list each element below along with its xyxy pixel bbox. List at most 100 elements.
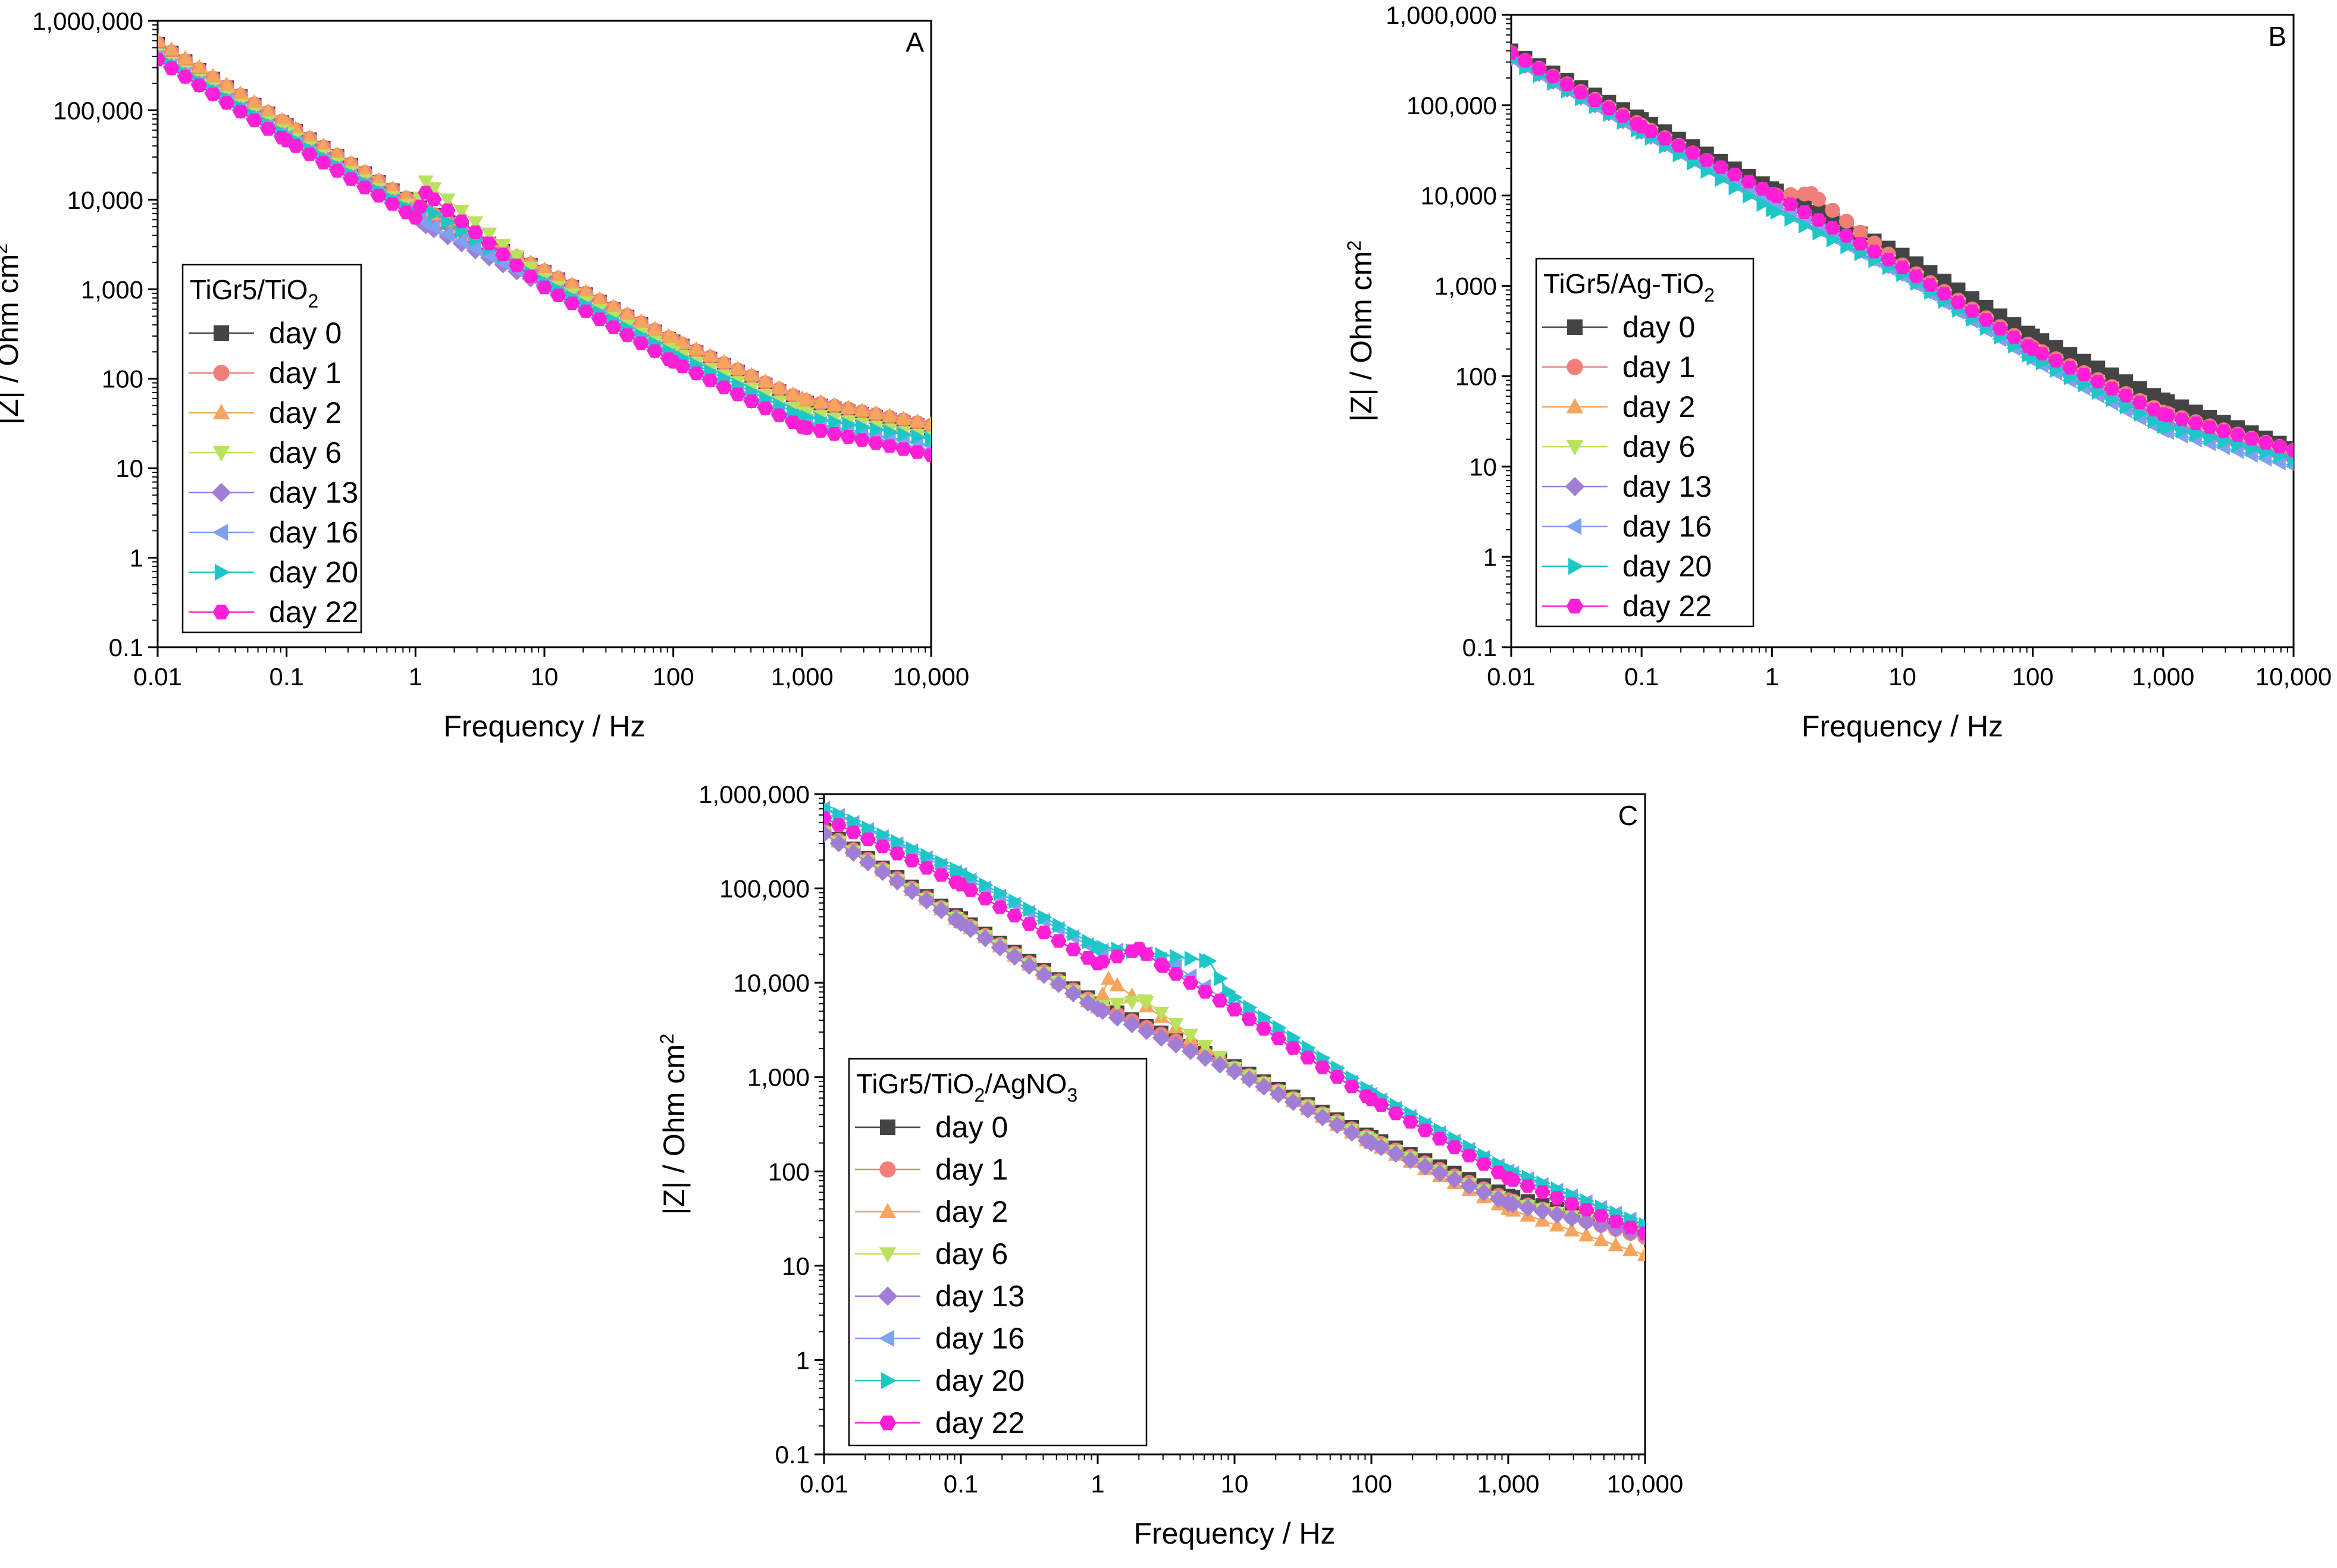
data-point [1197,984,1213,999]
data-point [1533,1202,1552,1221]
data-point [1168,967,1184,981]
data-point [1460,1177,1478,1195]
x-tick-label: 1,000 [2132,663,2194,691]
data-point [716,354,732,369]
y-axis-title: |Z| / Ohm cm2 [0,243,24,425]
data-point [605,320,622,334]
data-point [1577,1212,1596,1231]
data-point [1979,299,1994,314]
legend-entry: day 1 [1542,350,1695,384]
data-point [1825,202,1840,218]
legend-box [181,264,362,634]
legend-title-sub: 2 [974,1084,985,1106]
data-point [1299,1100,1317,1119]
data-point [2120,399,2135,415]
y-tick-label: 0.1 [109,634,143,661]
x-tick-label: 10,000 [2255,663,2332,691]
data-point [2160,408,2176,422]
legend-label: day 20 [269,556,358,589]
data-point [1728,179,1743,196]
y-tick-label: 10 [115,454,143,482]
data-point [418,175,434,190]
data-point [591,291,608,306]
data-point [875,839,891,854]
data-point [522,269,538,284]
series-day-13 [824,824,1645,1244]
data-point [1197,1040,1213,1055]
data-point [831,818,847,832]
data-point [920,848,935,864]
data-point [1402,1115,1418,1129]
data-point [1573,85,1589,99]
data-point [979,877,994,893]
data-point [191,59,207,74]
data-point [1545,70,1561,84]
data-point [888,873,907,891]
data-point [1020,957,1038,975]
data-point [1562,1209,1581,1227]
data-point [1313,1108,1332,1127]
y-axis-title: |Z| / Ohm cm2 [1343,240,1378,422]
data-point [1064,984,1082,1003]
data-point [884,424,898,440]
data-point [1108,1008,1126,1027]
data-point [856,419,870,435]
data-point [994,885,1008,901]
legend-label: day 0 [269,316,342,350]
data-point [1021,917,1038,931]
data-point [1812,224,1827,241]
data-point [1727,167,1743,181]
legend-label: day 0 [1622,311,1695,344]
data-point [1416,1158,1434,1176]
legend-marker [879,1203,897,1219]
legend-label: day 22 [935,1406,1025,1440]
y-axis-title-sup: 2 [656,1034,678,1045]
legend-entry: day 2 [1542,390,1695,424]
data-point [246,94,262,109]
data-point [1109,998,1126,1012]
data-point [1531,61,1547,76]
data-point [522,261,538,276]
x-tick-label: 10 [531,663,559,691]
legend-entry: day 22 [189,595,358,629]
data-point [1101,970,1117,985]
legend-label: day 13 [269,476,358,509]
data-point [357,180,373,195]
data-point [1811,192,1827,207]
y-tick-label: 10,000 [1421,182,1497,210]
data-point [453,214,469,228]
y-tick-label: 0.1 [1462,634,1497,661]
data-point [860,832,876,846]
legend-entry: day 13 [1542,470,1712,503]
data-point [674,334,691,349]
data-point [440,203,456,217]
data-point [840,430,856,444]
data-point [798,421,815,435]
data-point [1255,1077,1273,1096]
legend-title-sub: 2 [1704,284,1715,306]
data-point [2161,419,2176,435]
data-point [1417,1123,1433,1137]
data-point [605,298,622,313]
data-point [1035,966,1053,984]
data-point [867,404,884,419]
data-point [647,344,663,358]
legend-entry: day 13 [189,476,358,509]
data-point [1008,893,1023,910]
data-point [1184,951,1199,967]
data-point [315,155,331,170]
data-point [1578,1203,1594,1217]
data-point [428,205,443,222]
data-point [882,439,898,453]
data-point [1908,269,1925,283]
data-point [1657,131,1673,146]
x-tick-label: 0.01 [800,1470,848,1498]
legend-label: day 6 [1622,430,1695,463]
legend-label: day 16 [935,1322,1025,1355]
data-point [854,402,870,417]
data-point [1608,1215,1624,1229]
data-point [177,70,193,84]
legend: TiGr5/TiO2 day 0 day 1 day 2 day 6 day 13 day … [181,264,362,634]
y-tick-label: 100,000 [719,875,810,903]
data-point [876,827,891,843]
